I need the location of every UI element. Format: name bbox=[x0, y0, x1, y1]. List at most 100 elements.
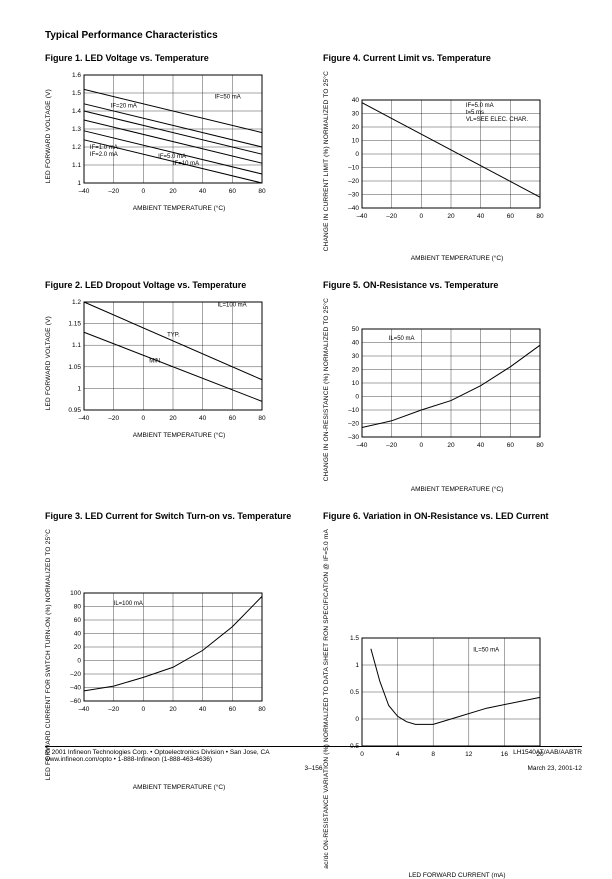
svg-text:20: 20 bbox=[352, 124, 360, 131]
svg-text:1.1: 1.1 bbox=[72, 343, 81, 350]
x-axis-label: AMBIENT TEMPERATURE (°C) bbox=[65, 784, 293, 791]
svg-text:–10: –10 bbox=[348, 407, 359, 414]
figure-title: Figure 6. Variation in ON-Resistance vs.… bbox=[323, 511, 571, 521]
svg-text:20: 20 bbox=[169, 415, 177, 422]
svg-text:1.2: 1.2 bbox=[72, 299, 81, 306]
x-axis-label: AMBIENT TEMPERATURE (°C) bbox=[65, 432, 293, 439]
svg-text:40: 40 bbox=[74, 631, 82, 638]
svg-text:20: 20 bbox=[447, 213, 455, 220]
svg-text:80: 80 bbox=[74, 604, 82, 611]
figure-title: Figure 3. LED Current for Switch Turn-on… bbox=[45, 511, 293, 521]
figure-6: Figure 6. Variation in ON-Resistance vs.… bbox=[323, 511, 571, 879]
svg-text:1.4: 1.4 bbox=[72, 108, 81, 115]
y-axis-label: CHANGE IN CURRENT LIMIT (%) NORMALIZED T… bbox=[323, 71, 330, 251]
footer-contact: www.infineon.com/opto • 1-888-Infineon (… bbox=[45, 756, 212, 763]
svg-text:0: 0 bbox=[142, 415, 146, 422]
svg-text:–40: –40 bbox=[79, 415, 90, 422]
svg-text:–10: –10 bbox=[348, 165, 359, 172]
svg-text:80: 80 bbox=[536, 442, 544, 449]
svg-text:0.5: 0.5 bbox=[350, 689, 359, 696]
chart-svg: –40 –20 0 20 40 60 80 –40 –30 –20 –10 0 10 20 30 40 IF=5… bbox=[334, 96, 544, 226]
y-axis-label: LED FORWARD VOLTAGE (V) bbox=[45, 89, 52, 183]
svg-text:30: 30 bbox=[352, 111, 360, 118]
svg-text:1.3: 1.3 bbox=[72, 126, 81, 133]
footer-partno: LH1540AT/AAB/AABTR bbox=[513, 749, 582, 756]
svg-text:–40: –40 bbox=[79, 706, 90, 713]
svg-text:20: 20 bbox=[352, 367, 360, 374]
figure-2: Figure 4. Current Limit vs. TemperatureC… bbox=[323, 53, 571, 262]
svg-text:–20: –20 bbox=[386, 213, 397, 220]
footer-copyright: © 2001 Infineon Technologies Corp. • Opt… bbox=[45, 749, 270, 756]
svg-text:40: 40 bbox=[477, 213, 485, 220]
figure-title: Figure 5. ON-Resistance vs. Temperature bbox=[323, 280, 571, 290]
svg-text:0: 0 bbox=[355, 716, 359, 723]
footer-date: March 23, 2001-12 bbox=[527, 765, 582, 772]
y-axis-label: ac/dc ON-RESISTANCE VARIATION (%) NORMAL… bbox=[323, 529, 330, 869]
svg-text:0: 0 bbox=[77, 658, 81, 665]
svg-text:–30: –30 bbox=[348, 434, 359, 441]
footer-pageno: 3–156 bbox=[304, 765, 322, 772]
svg-text:–20: –20 bbox=[70, 671, 81, 678]
svg-text:1.6: 1.6 bbox=[72, 72, 81, 79]
svg-text:t=5 ms: t=5 ms bbox=[466, 110, 484, 116]
x-axis-label: AMBIENT TEMPERATURE (°C) bbox=[65, 205, 293, 212]
y-axis-label: LED FORWARD VOLTAGE (V) bbox=[45, 316, 52, 410]
figure-title: Figure 1. LED Voltage vs. Temperature bbox=[45, 53, 293, 63]
svg-text:–40: –40 bbox=[357, 213, 368, 220]
svg-text:IL=50 mA: IL=50 mA bbox=[389, 336, 415, 342]
svg-text:1: 1 bbox=[355, 662, 359, 669]
footer: © 2001 Infineon Technologies Corp. • Opt… bbox=[45, 746, 582, 772]
svg-text:0: 0 bbox=[142, 706, 146, 713]
svg-text:1: 1 bbox=[77, 386, 81, 393]
svg-text:1.05: 1.05 bbox=[68, 364, 81, 371]
svg-text:0: 0 bbox=[142, 188, 146, 195]
svg-text:40: 40 bbox=[352, 97, 360, 104]
svg-text:1.5: 1.5 bbox=[350, 635, 359, 642]
svg-text:1: 1 bbox=[77, 180, 81, 187]
svg-text:40: 40 bbox=[199, 706, 207, 713]
svg-text:IF=20 mA: IF=20 mA bbox=[111, 103, 137, 109]
x-axis-label: AMBIENT TEMPERATURE (°C) bbox=[343, 486, 571, 493]
figure-3: Figure 2. LED Dropout Voltage vs. Temper… bbox=[45, 280, 293, 492]
svg-text:80: 80 bbox=[536, 213, 544, 220]
svg-text:–60: –60 bbox=[70, 698, 81, 705]
svg-text:0: 0 bbox=[355, 151, 359, 158]
svg-text:–40: –40 bbox=[348, 205, 359, 212]
figure-4: Figure 5. ON-Resistance vs. Temperature C… bbox=[323, 280, 571, 492]
svg-text:–20: –20 bbox=[348, 178, 359, 185]
svg-text:40: 40 bbox=[199, 188, 207, 195]
svg-text:10: 10 bbox=[352, 138, 360, 145]
svg-text:0: 0 bbox=[420, 442, 424, 449]
svg-text:80: 80 bbox=[258, 706, 266, 713]
y-axis-label: CHANGE IN ON-RESISTANCE (%) NORMALIZED T… bbox=[323, 298, 330, 481]
svg-text:1.1: 1.1 bbox=[72, 162, 81, 169]
svg-text:IF=5.0 mA: IF=5.0 mA bbox=[466, 103, 494, 109]
svg-text:100: 100 bbox=[70, 590, 81, 597]
chart-svg: –40–2002040608011.11.21.31.41.51.6IF=50 … bbox=[56, 71, 266, 201]
svg-text:20: 20 bbox=[169, 706, 177, 713]
figure-1: Figure 1. LED Voltage vs. Temperature LED… bbox=[45, 53, 293, 262]
chart-svg: –40–20020406080–30–20–1001020304050IL=50… bbox=[334, 325, 544, 455]
svg-text:0: 0 bbox=[420, 213, 424, 220]
svg-text:10: 10 bbox=[352, 380, 360, 387]
svg-text:–40: –40 bbox=[357, 442, 368, 449]
y-axis-label: LED FORWARD CURRENT FOR SWITCH TURN-ON (… bbox=[45, 529, 52, 780]
svg-text:–40: –40 bbox=[79, 188, 90, 195]
svg-text:60: 60 bbox=[229, 415, 237, 422]
svg-text:30: 30 bbox=[352, 353, 360, 360]
svg-text:MIN.: MIN. bbox=[149, 359, 162, 365]
svg-text:60: 60 bbox=[507, 213, 515, 220]
chart-svg: –40–20020406080–60–40–20020406080100IL=1… bbox=[56, 589, 266, 719]
svg-text:IL=100 mA: IL=100 mA bbox=[218, 303, 247, 309]
svg-text:IF=2.0 mA: IF=2.0 mA bbox=[90, 152, 118, 158]
svg-text:–40: –40 bbox=[70, 685, 81, 692]
x-axis-label: LED FORWARD CURRENT (mA) bbox=[343, 872, 571, 879]
svg-text:TYP.: TYP. bbox=[167, 333, 180, 339]
svg-text:IL=50 mA: IL=50 mA bbox=[473, 647, 499, 653]
svg-text:–30: –30 bbox=[348, 192, 359, 199]
svg-text:VL=SEE ELEC. CHAR.: VL=SEE ELEC. CHAR. bbox=[466, 117, 529, 123]
svg-text:60: 60 bbox=[229, 706, 237, 713]
section-title: Typical Performance Characteristics bbox=[45, 30, 582, 41]
svg-text:60: 60 bbox=[229, 188, 237, 195]
svg-text:1.15: 1.15 bbox=[68, 321, 81, 328]
